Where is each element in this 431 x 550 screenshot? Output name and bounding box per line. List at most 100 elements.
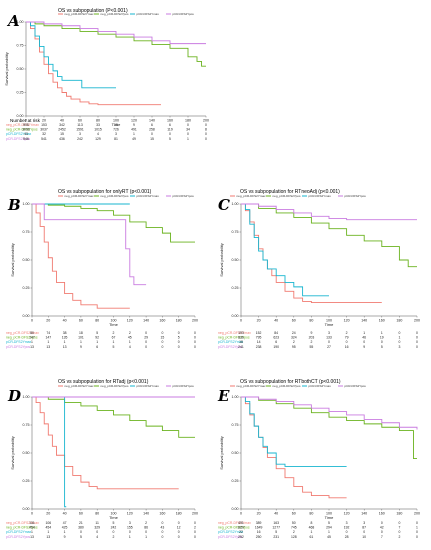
risk-cell: 0 <box>416 535 418 539</box>
risk-cell: 79 <box>345 336 349 340</box>
x-tick-label: 160 <box>379 512 385 516</box>
risk-cell: 0 <box>398 521 400 525</box>
risk-cell: 152 <box>256 331 262 335</box>
risk-cell: 133 <box>326 336 332 340</box>
risk-cell: 1015 <box>94 128 102 132</box>
risk-cell: 13 <box>46 535 50 539</box>
risk-cell: 155 <box>127 526 133 530</box>
risk-cell: 7 <box>398 526 400 530</box>
risk-cell: 46 <box>362 336 366 340</box>
plot-area <box>32 397 195 509</box>
risk-cell: 0 <box>205 123 207 127</box>
risk-cell: 0 <box>145 345 147 349</box>
legend-entry: neg_pCR-DFS2Ymax <box>65 384 95 388</box>
risk-cell: 324 <box>291 336 297 340</box>
risk-cell: 13 <box>63 345 67 349</box>
x-tick-label: 140 <box>143 319 149 323</box>
risk-cell: 745 <box>291 526 297 530</box>
x-tick-label: 180 <box>185 119 191 123</box>
risk-cell: 342 <box>59 123 65 127</box>
risk-cell: 4 <box>129 345 131 349</box>
x-axis-label: Time <box>325 515 335 520</box>
x-tick-label: 180 <box>176 319 182 323</box>
x-tick-label: 160 <box>159 512 165 516</box>
y-tick-label: 0.00 <box>232 314 239 318</box>
x-axis-label: Time <box>325 322 335 327</box>
risk-cell: 380 <box>78 526 84 530</box>
x-tick-label: 80 <box>309 319 313 323</box>
x-tick-label: 60 <box>292 319 296 323</box>
risk-cell: 15 <box>150 137 154 141</box>
panel-letter: A <box>6 12 20 30</box>
y-tick-label: 0.75 <box>232 423 239 427</box>
x-tick-label: 0 <box>240 512 242 516</box>
risk-row-label: pCR-DFS2Ymax <box>6 340 32 344</box>
risk-cell: 0 <box>194 535 196 539</box>
risk-cell: 546 <box>23 137 29 141</box>
risk-cell: 1 <box>416 526 418 530</box>
risk-cell: 1 <box>363 331 365 335</box>
risk-cell: 42 <box>380 526 384 530</box>
y-tick-label: 1.00 <box>232 395 239 399</box>
risk-row-label: neg_pCR-DFS2Ymax <box>6 123 39 127</box>
risk-cell: 0 <box>113 530 115 534</box>
x-tick-label: 60 <box>79 319 83 323</box>
risk-cell: 294 <box>326 526 332 530</box>
risk-cell: 4 <box>96 535 98 539</box>
risk-cell: 5 <box>113 345 115 349</box>
y-tick-label: 0.25 <box>17 91 24 95</box>
risk-cell: 454 <box>45 526 51 530</box>
y-axis-label: Survival probability <box>219 243 224 277</box>
y-axis-label: Survival probability <box>4 52 9 86</box>
risk-cell: 5 <box>96 331 98 335</box>
risk-cell: 468 <box>309 526 315 530</box>
risk-cell: 0 <box>346 530 348 534</box>
risk-cell: 19 <box>380 336 384 340</box>
x-tick-label: 160 <box>159 319 165 323</box>
risk-cell: 329 <box>94 526 100 530</box>
risk-cell: 2 <box>129 331 131 335</box>
risk-cell: 0 <box>328 340 330 344</box>
risk-cell: 0 <box>178 345 180 349</box>
risk-cell: 193 <box>238 331 244 335</box>
risk-cell: 454 <box>29 526 35 530</box>
risk-cell: 14 <box>257 340 261 344</box>
y-tick-label: 0.25 <box>23 286 30 290</box>
risk-cell: 5 <box>178 336 180 340</box>
risk-cell: 1 <box>64 340 66 344</box>
x-tick-label: 120 <box>344 319 350 323</box>
risk-cell: 147 <box>45 336 51 340</box>
y-tick-label: 1.00 <box>17 20 24 24</box>
risk-cell: 34 <box>186 128 190 132</box>
km-curve-pos-neg <box>241 396 347 467</box>
risk-cell: 129 <box>95 137 101 141</box>
legend-entry: neg_pCR-DFS2Ymax <box>65 12 95 16</box>
x-tick-label: 120 <box>127 319 133 323</box>
km-curve-pos-pos <box>241 203 417 221</box>
risk-cell: 623 <box>273 336 279 340</box>
risk-cell: 21 <box>79 521 83 525</box>
panel-title: OS vs subpopulation (P<0.001) <box>58 8 128 14</box>
risk-cell: 13 <box>30 535 34 539</box>
y-tick-label: 0.50 <box>23 258 30 262</box>
risk-cell: 0 <box>381 521 383 525</box>
risk-cell: 0 <box>169 132 171 136</box>
risk-row-label: neg_pCR-DFS2Ymax <box>218 331 251 335</box>
risk-cell: 836 <box>238 336 244 340</box>
risk-cell: 0 <box>416 345 418 349</box>
risk-cell: 3 <box>328 331 330 335</box>
x-tick-label: 200 <box>192 512 198 516</box>
x-tick-label: 180 <box>176 512 182 516</box>
km-panel-e: E OS vs subpopulation for RTbothCT (p<0.0… <box>217 379 420 539</box>
risk-cell: 22 <box>239 530 243 534</box>
y-axis-label: Survival probability <box>219 436 224 470</box>
risk-row-label: pCR-DFS2Ypos <box>6 345 30 349</box>
x-tick-label: 140 <box>361 319 367 323</box>
risk-cell: 16 <box>345 345 349 349</box>
km-curve-neg-neg <box>241 396 347 499</box>
x-tick-label: 40 <box>274 319 278 323</box>
risk-cell: 242 <box>111 526 117 530</box>
risk-cell: 9 <box>64 535 66 539</box>
x-tick-label: 160 <box>167 119 173 123</box>
panel-title: OS vs subpopulation for onlyRT (p<0.001) <box>58 189 152 195</box>
